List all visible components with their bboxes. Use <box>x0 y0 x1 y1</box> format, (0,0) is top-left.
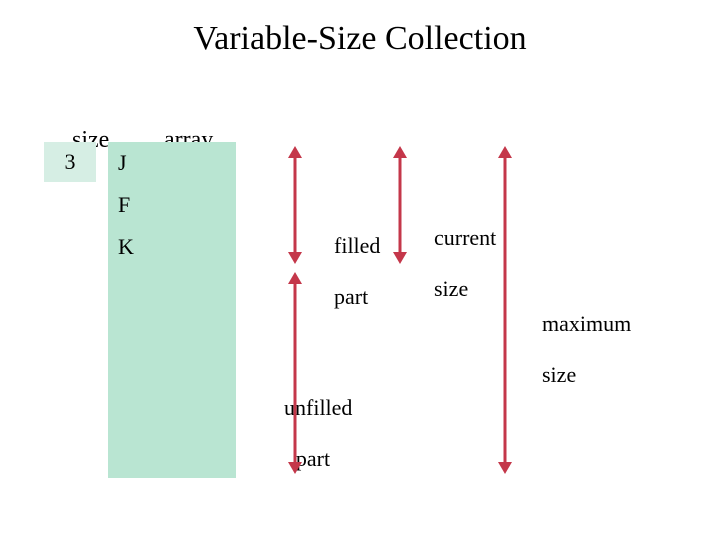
cell-text-1: F <box>118 192 130 218</box>
array-cell-1: F <box>108 184 236 226</box>
max-line1: maximum <box>542 311 631 336</box>
label-current-size: current size <box>412 200 496 326</box>
array-column: J F K <box>108 142 236 478</box>
current-line2: size <box>434 276 468 301</box>
cell-text-2: K <box>118 234 134 260</box>
label-maximum-size: maximum size <box>520 286 631 412</box>
cell-text-0: J <box>118 150 127 176</box>
filled-line1: filled <box>334 233 380 258</box>
arrow-max-icon <box>495 132 515 488</box>
page-title: Variable-Size Collection <box>0 20 720 58</box>
arrow-unfilled-icon <box>285 258 305 488</box>
diagram-stage: Variable-Size Collection size array 3 J … <box>0 0 720 540</box>
max-line2: size <box>542 362 576 387</box>
size-box: 3 <box>44 142 96 182</box>
array-cell-2: K <box>108 226 236 268</box>
current-line1: current <box>434 225 496 250</box>
size-value: 3 <box>65 149 76 175</box>
arrow-filled-icon <box>285 132 305 278</box>
array-cell-0: J <box>108 142 236 184</box>
title-text: Variable-Size Collection <box>193 20 526 57</box>
arrow-current-icon <box>390 132 410 278</box>
label-filled-part: filled part <box>312 208 380 334</box>
filled-line2: part <box>334 284 368 309</box>
